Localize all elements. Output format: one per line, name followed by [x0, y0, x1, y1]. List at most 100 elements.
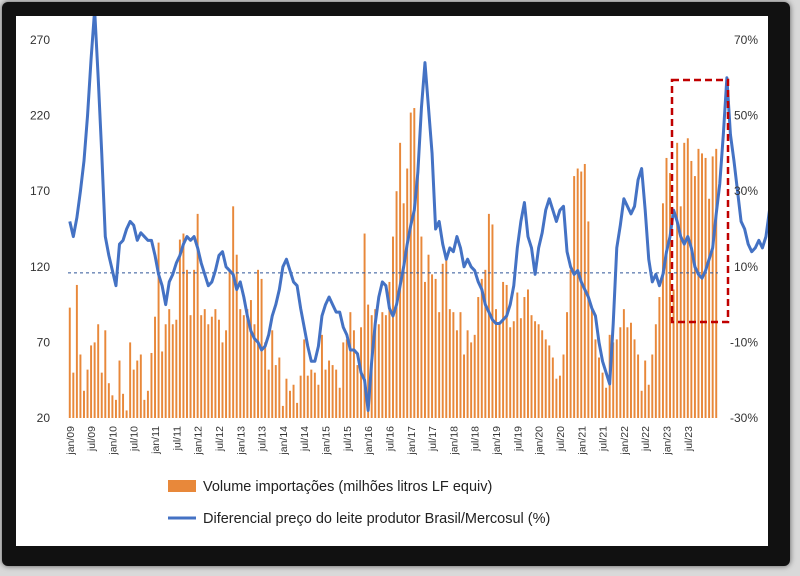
- bar: [697, 148, 700, 419]
- bar: [186, 269, 188, 418]
- bar: [651, 354, 654, 418]
- bar: [502, 281, 505, 418]
- bar: [331, 365, 334, 418]
- bar: [473, 334, 476, 418]
- bar: [686, 138, 689, 418]
- bar: [313, 372, 316, 418]
- bar: [711, 156, 714, 419]
- bar: [143, 399, 146, 418]
- x-tick-label: jan/18: [448, 426, 460, 456]
- bar: [452, 312, 455, 418]
- bar: [576, 168, 579, 418]
- bar: [342, 342, 345, 418]
- bar: [505, 284, 508, 418]
- price-differential-line: [68, 16, 768, 412]
- x-tick-label: jan/15: [321, 426, 333, 456]
- bar: [487, 213, 490, 418]
- bar: [566, 312, 569, 418]
- bar: [690, 160, 693, 418]
- bar: [90, 345, 93, 418]
- bar: [715, 148, 718, 419]
- bar: [480, 278, 483, 418]
- left-tick-label: 120: [30, 260, 50, 274]
- bar: [470, 342, 473, 418]
- bar: [459, 312, 462, 418]
- x-tick-label: jul/17: [427, 426, 439, 452]
- x-axis-ticks: jan/09 jul/09 jan/10 jul/10 jan/11 jul/11 jan/…: [65, 426, 695, 456]
- bar: [420, 236, 423, 418]
- bar: [182, 233, 185, 418]
- bar: [132, 369, 135, 418]
- highlight-box: jan/23 - jul/23: [670, 78, 730, 324]
- bar: [146, 390, 149, 418]
- x-tick-label: jul/23: [683, 426, 695, 452]
- bar-series: [68, 108, 718, 419]
- bar: [79, 354, 82, 418]
- bar: [104, 330, 107, 418]
- bar: [178, 239, 181, 418]
- x-tick-label: jan/14: [278, 426, 290, 456]
- bar: [157, 242, 160, 418]
- bar: [516, 292, 519, 418]
- x-tick-label: jan/10: [107, 426, 119, 456]
- bar: [498, 324, 501, 418]
- right-tick-label: 50%: [734, 109, 758, 123]
- right-tick-label: 10%: [734, 260, 758, 274]
- x-tick-label: jul/14: [299, 426, 311, 452]
- bar: [708, 198, 711, 418]
- bar: [601, 372, 604, 418]
- bar: [114, 399, 117, 418]
- legend: Volume importações (milhões litros LF eq…: [168, 479, 550, 527]
- bar: [306, 375, 309, 418]
- x-tick-label: jan/20: [534, 426, 546, 456]
- bar: [658, 297, 661, 418]
- right-tick-label: -10%: [730, 335, 758, 349]
- bar: [154, 316, 156, 418]
- bar: [228, 269, 231, 418]
- bar: [548, 345, 551, 418]
- bar: [310, 369, 313, 418]
- x-tick-label: jul/21: [598, 426, 610, 452]
- right-tick-label: 70%: [734, 33, 758, 47]
- bar: [661, 203, 664, 418]
- bar: [278, 357, 281, 418]
- bar: [356, 365, 359, 418]
- x-tick-label: jan/17: [406, 426, 418, 456]
- bar: [598, 357, 600, 418]
- bar: [264, 342, 267, 418]
- left-tick-label: 20: [37, 411, 51, 425]
- bar: [523, 297, 526, 418]
- bar: [317, 384, 320, 418]
- bar: [161, 351, 164, 418]
- bar: [267, 369, 270, 418]
- bar: [122, 393, 125, 418]
- bar: [274, 365, 277, 418]
- bar: [409, 112, 412, 418]
- bar: [512, 321, 515, 418]
- bar: [242, 315, 245, 418]
- bar: [289, 390, 291, 418]
- bar: [235, 254, 238, 418]
- bar: [423, 281, 426, 418]
- bar: [466, 330, 469, 418]
- bar: [214, 309, 217, 418]
- x-tick-label: jul/22: [640, 426, 652, 452]
- bar: [381, 312, 384, 418]
- left-tick-label: 220: [30, 109, 50, 123]
- right-tick-label: -30%: [730, 411, 758, 425]
- bar: [203, 309, 206, 418]
- bar: [644, 360, 647, 418]
- bar: [253, 324, 256, 418]
- bar: [679, 206, 682, 418]
- left-tick-label: 70: [37, 335, 51, 349]
- bar: [630, 322, 632, 418]
- bar: [139, 354, 142, 418]
- bar: [207, 324, 210, 418]
- bar: [68, 307, 71, 418]
- bar: [544, 339, 547, 418]
- bar: [93, 342, 96, 418]
- bar: [271, 330, 274, 418]
- bar: [367, 304, 370, 418]
- bar: [676, 142, 679, 418]
- bar: [615, 339, 618, 418]
